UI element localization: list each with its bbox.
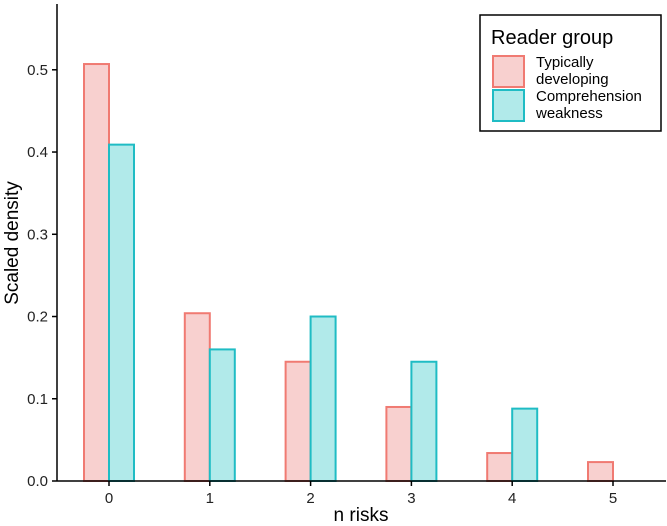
y-tick-label: 0.1	[27, 391, 48, 408]
bar-series-1-cat-3	[385, 405, 413, 482]
bar-series-1-cat-1	[183, 312, 211, 483]
legend-label-series-1: developing	[536, 71, 609, 88]
legend-key-series-2	[492, 89, 525, 122]
legend-label-series-2: Comprehension	[536, 88, 642, 105]
y-ticks: 0.0 0.1 0.2 0.3 0.4 0.5	[27, 62, 57, 490]
y-tick-label: 0.4	[27, 144, 48, 161]
legend: Reader group TypicallydevelopingComprehe…	[479, 14, 662, 132]
bar-series-2-cat-0	[108, 143, 135, 482]
bar-series-2-cat-1	[208, 348, 236, 482]
bar-series-2-cat-3	[410, 360, 438, 482]
legend-key-series-1	[492, 55, 525, 88]
x-ticks: 0 1 2 3 4 5	[105, 481, 617, 507]
x-axis-title: n risks	[334, 505, 389, 526]
bar-series-1-cat-5	[587, 461, 614, 482]
x-tick-label: 3	[407, 490, 415, 507]
y-tick-label: 0.5	[27, 62, 48, 79]
bar-series-2-cat-2	[309, 315, 337, 482]
bar-series-2-cat-4	[511, 407, 539, 483]
bar-series-1-cat-0	[83, 63, 110, 483]
y-tick-label: 0.3	[27, 226, 48, 243]
x-tick-label: 0	[105, 490, 113, 507]
y-tick-label: 0.0	[27, 473, 48, 490]
legend-title: Reader group	[491, 27, 613, 49]
axes-layer	[56, 4, 666, 482]
legend-label-series-2: weakness	[535, 105, 603, 122]
bar-series-1-cat-4	[486, 452, 514, 483]
x-tick-label: 4	[508, 490, 516, 507]
bars-layer	[83, 63, 614, 483]
x-tick-label: 1	[206, 490, 214, 507]
x-tick-label: 5	[609, 490, 617, 507]
y-axis-title: Scaled density	[2, 181, 23, 305]
y-tick-label: 0.2	[27, 309, 48, 326]
legend-label-series-1: Typically	[536, 54, 594, 71]
bar-series-1-cat-2	[284, 360, 312, 482]
x-tick-label: 2	[306, 490, 314, 507]
